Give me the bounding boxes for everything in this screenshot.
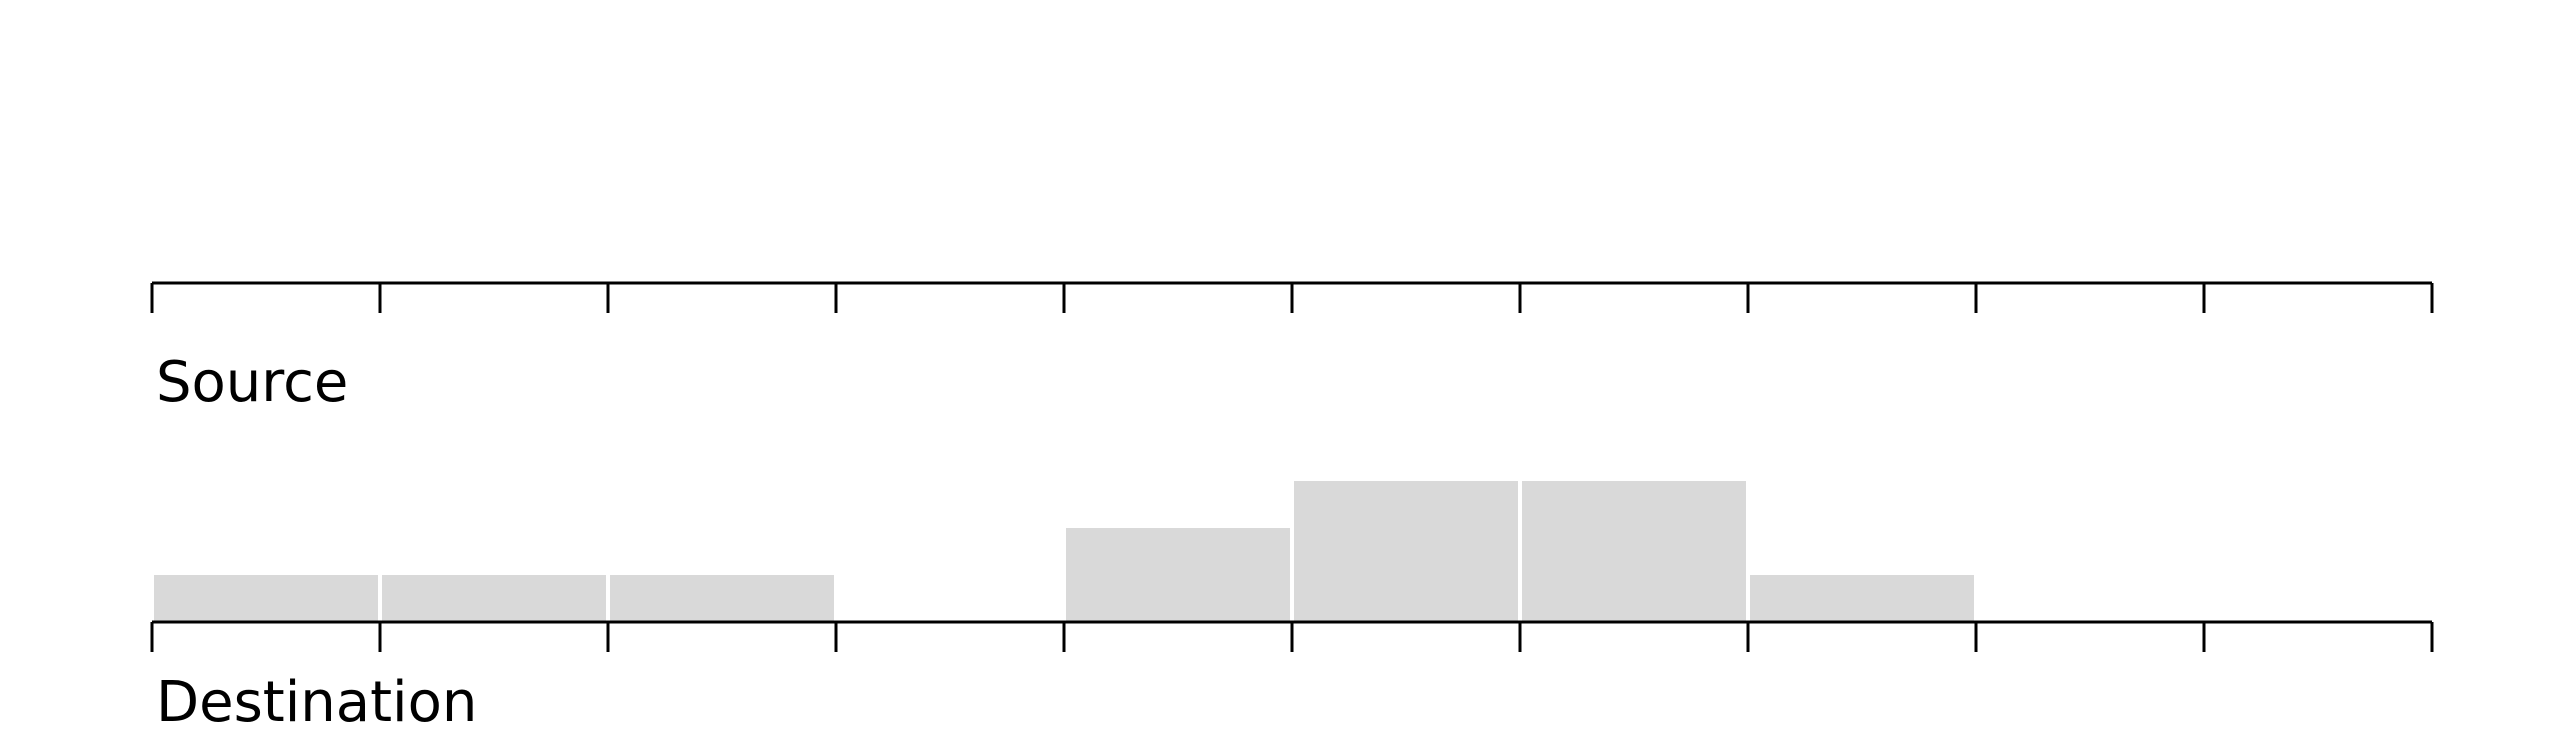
histogram-bar xyxy=(610,575,834,622)
source-axis-label: Source xyxy=(156,350,348,415)
histogram-bar xyxy=(1294,481,1518,622)
histogram-bar xyxy=(1522,481,1746,622)
destination-axis-label: Destination xyxy=(156,670,477,735)
source-axis xyxy=(150,281,2434,313)
histogram-bar xyxy=(382,575,606,622)
destination-axis xyxy=(150,620,2434,652)
histogram-bars xyxy=(154,481,1974,622)
histogram-bar xyxy=(1750,575,1974,622)
histogram-bar xyxy=(1066,528,1290,622)
histogram-bar xyxy=(154,575,378,622)
